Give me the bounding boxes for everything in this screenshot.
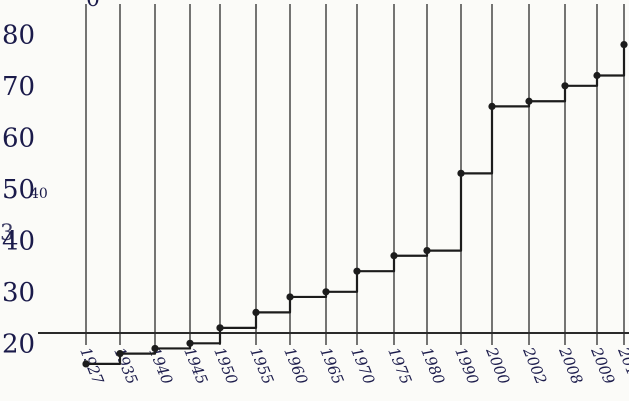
y-tick-30: 30	[2, 278, 35, 308]
series-line	[86, 44, 626, 365]
y-tick-80: 80	[2, 20, 35, 50]
y-tick-50: 50	[2, 175, 35, 205]
overwritten-30-mark: 3	[0, 221, 14, 246]
data-point-2017	[620, 41, 628, 49]
data-point-2009	[593, 71, 601, 80]
x-tick-2000: 2000	[482, 344, 514, 387]
x-tick-1965: 1965	[316, 345, 347, 387]
y-tick-70: 70	[2, 72, 35, 102]
data-point-2000	[488, 102, 496, 110]
data-point-1935	[116, 350, 124, 358]
x-tick-1980: 1980	[417, 345, 448, 388]
x-tick-2002: 2002	[519, 344, 550, 387]
y-tick-20: 20	[2, 329, 35, 359]
x-tick-1960: 1960	[280, 345, 311, 388]
small-40-label: 40	[30, 186, 48, 202]
x-tick-1950: 1950	[210, 345, 241, 388]
data-point-1965	[322, 288, 330, 296]
corner-mark: 0	[86, 0, 100, 12]
x-tick-2008: 2008	[555, 344, 586, 387]
x-tick-1975: 1975	[384, 345, 415, 387]
data-point-1980	[423, 247, 431, 255]
data-point-1970	[353, 267, 361, 275]
data-point-2008	[561, 82, 569, 90]
x-tick-1990: 1990	[451, 345, 482, 388]
y-tick-60: 60	[2, 123, 35, 153]
data-point-1975	[390, 252, 398, 260]
x-tick-2009: 2009	[587, 344, 619, 387]
x-tick-1940: 1940	[145, 345, 176, 388]
x-tick-1955: 1955	[246, 345, 277, 387]
x-tick-labels: 1927 1935 1940 1945 1950 1955 1960 1965 1970 1975…	[76, 344, 629, 387]
y-tick-labels: 20 30 40 50 60 70 80	[2, 20, 35, 359]
data-point-1950	[216, 324, 224, 332]
x-tick-1935: 1935	[110, 345, 141, 387]
x-tick-1927: 1927	[76, 345, 107, 388]
data-point-1990	[457, 169, 465, 177]
data-point-1927	[82, 360, 90, 368]
data-point-1940	[151, 344, 159, 353]
data-point-2002	[525, 97, 533, 105]
data-points	[82, 41, 628, 368]
data-point-1955	[252, 308, 260, 316]
x-tick-1970: 1970	[347, 345, 378, 388]
x-tick-1945: 1945	[180, 345, 211, 387]
y-tick-40: 40	[2, 226, 35, 256]
grid-lines	[85, 4, 625, 345]
data-point-1945	[186, 339, 194, 347]
data-point-1960	[286, 293, 294, 301]
